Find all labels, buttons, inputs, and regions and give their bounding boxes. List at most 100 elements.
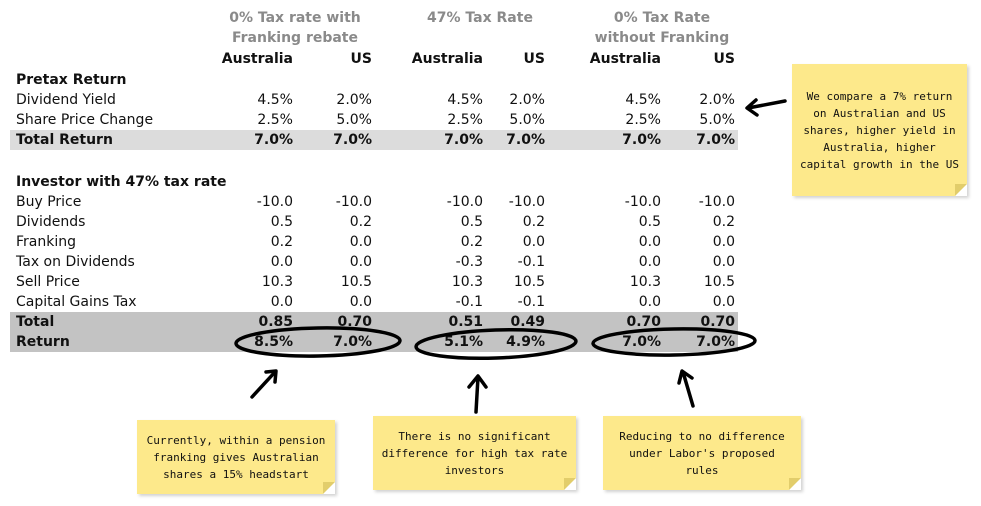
cell-value: -10.0 <box>624 194 661 210</box>
cell-value: -0.3 <box>455 254 483 270</box>
row-label: Buy Price <box>16 194 82 210</box>
cell-value: 2.0% <box>699 92 735 108</box>
arrow-icon <box>250 369 278 399</box>
cell-value: 7.0% <box>622 132 661 148</box>
scenario-1-title-line2: Franking rebate <box>231 30 358 46</box>
scenario-3-title: 0% Tax Rate without Franking <box>582 8 742 48</box>
cell-value: 0.2 <box>270 234 293 250</box>
table-row-tax-on-dividends: Tax on Dividends 0.0 0.0 -0.3 -0.1 0.0 0… <box>10 252 738 272</box>
cell-value: 10.5 <box>513 274 545 290</box>
cell-value: 0.0 <box>270 254 293 270</box>
scenario-2-title: 47% Tax Rate <box>400 8 560 28</box>
cell-value: 7.0% <box>444 132 483 148</box>
column-header-australia: Australia <box>589 51 661 67</box>
column-header-us: US <box>713 51 735 67</box>
cell-value: 0.0 <box>349 234 372 250</box>
column-header-us: US <box>350 51 372 67</box>
cell-value: 0.2 <box>349 214 372 230</box>
cell-value: 2.5% <box>447 112 483 128</box>
cell-value: 10.3 <box>629 274 661 290</box>
cell-value: 2.5% <box>625 112 661 128</box>
table-row-sell-price: Sell Price 10.3 10.5 10.3 10.5 10.3 10.5 <box>10 272 738 292</box>
arrow-icon <box>677 369 695 408</box>
note-text: We compare a 7% return on Australian and… <box>800 89 959 171</box>
row-label: Return <box>16 334 70 350</box>
cell-value: -0.1 <box>455 294 483 310</box>
cell-value: 4.9% <box>506 334 545 350</box>
cell-value: 10.3 <box>451 274 483 290</box>
cell-value: 5.1% <box>444 334 483 350</box>
cell-value: 7.0% <box>622 334 661 350</box>
table-row-buy-price: Buy Price -10.0 -10.0 -10.0 -10.0 -10.0 … <box>10 192 738 212</box>
sticky-note-labor: Reducing to no difference under Labor's … <box>603 416 801 490</box>
arrow-icon <box>745 98 787 117</box>
cell-value: 7.0% <box>254 132 293 148</box>
cell-value: 7.0% <box>506 132 545 148</box>
cell-value: 0.70 <box>337 314 372 330</box>
cell-value: 0.70 <box>626 314 661 330</box>
sticky-note-high-tax: There is no significant difference for h… <box>373 416 576 490</box>
row-label: Total Return <box>16 132 113 148</box>
scenario-3-title-line2: without Franking <box>594 30 730 46</box>
cell-value: 4.5% <box>447 92 483 108</box>
row-label: Share Price Change <box>16 112 154 128</box>
row-label: Sell Price <box>16 274 80 290</box>
scenario-3-title-line1: 0% Tax Rate <box>613 10 711 26</box>
scenario-2-title-line1: 47% Tax Rate <box>427 10 533 26</box>
cell-value: 0.0 <box>638 294 661 310</box>
cell-value: 0.2 <box>712 214 735 230</box>
cell-value: 10.5 <box>340 274 372 290</box>
row-label: Tax on Dividends <box>16 254 135 270</box>
row-label: Total <box>16 314 55 330</box>
cell-value: -0.1 <box>517 294 545 310</box>
cell-value: 0.2 <box>460 234 483 250</box>
scenario-1-title: 0% Tax rate with Franking rebate <box>215 8 375 48</box>
cell-value: 5.0% <box>509 112 545 128</box>
table-row-share-price-change: Share Price Change 2.5% 5.0% 2.5% 5.0% 2… <box>10 110 738 130</box>
cell-value: 0.5 <box>460 214 483 230</box>
sticky-note-intro: We compare a 7% return on Australian and… <box>792 64 967 196</box>
note-text: Reducing to no difference under Labor's … <box>619 429 785 477</box>
note-text: There is no significant difference for h… <box>381 429 568 477</box>
cell-value: 10.3 <box>261 274 293 290</box>
column-header-australia: Australia <box>411 51 483 67</box>
cell-value: -10.0 <box>508 194 545 210</box>
column-header-australia: Australia <box>221 51 293 67</box>
section-heading-pretax: Pretax Return <box>16 72 127 88</box>
note-text: Currently, within a pension franking giv… <box>146 433 326 481</box>
cell-value: 0.70 <box>700 314 735 330</box>
cell-value: 0.0 <box>522 234 545 250</box>
table-row-dividend-yield: Dividend Yield 4.5% 2.0% 4.5% 2.0% 4.5% … <box>10 90 738 110</box>
cell-value: 0.0 <box>712 254 735 270</box>
cell-value: 0.0 <box>712 234 735 250</box>
row-label: Franking <box>16 234 76 250</box>
section-heading-investor: Investor with 47% tax rate <box>16 174 227 190</box>
cell-value: 0.2 <box>522 214 545 230</box>
cell-value: -10.0 <box>335 194 372 210</box>
cell-value: -10.0 <box>446 194 483 210</box>
table-row-franking: Franking 0.2 0.0 0.2 0.0 0.0 0.0 <box>10 232 738 252</box>
cell-value: 0.51 <box>448 314 483 330</box>
cell-value: -0.1 <box>517 254 545 270</box>
cell-value: 7.0% <box>333 334 372 350</box>
scenario-1-title-line1: 0% Tax rate with <box>229 10 361 26</box>
cell-value: 2.0% <box>509 92 545 108</box>
table-row-return: Return 8.5% 7.0% 5.1% 4.9% 7.0% 7.0% <box>10 332 738 352</box>
cell-value: 5.0% <box>699 112 735 128</box>
row-label: Dividends <box>16 214 86 230</box>
table-row-dividends: Dividends 0.5 0.2 0.5 0.2 0.5 0.2 <box>10 212 738 232</box>
row-label: Capital Gains Tax <box>16 294 137 310</box>
cell-value: 5.0% <box>336 112 372 128</box>
cell-value: 0.5 <box>638 214 661 230</box>
cell-value: 0.0 <box>270 294 293 310</box>
cell-value: 0.0 <box>349 254 372 270</box>
cell-value: 0.0 <box>712 294 735 310</box>
cell-value: 2.0% <box>336 92 372 108</box>
cell-value: 0.85 <box>258 314 293 330</box>
row-label: Dividend Yield <box>16 92 116 108</box>
cell-value: 2.5% <box>257 112 293 128</box>
cell-value: 7.0% <box>696 132 735 148</box>
cell-value: 0.49 <box>510 314 545 330</box>
cell-value: 7.0% <box>696 334 735 350</box>
table-row-total: Total 0.85 0.70 0.51 0.49 0.70 0.70 <box>10 312 738 332</box>
